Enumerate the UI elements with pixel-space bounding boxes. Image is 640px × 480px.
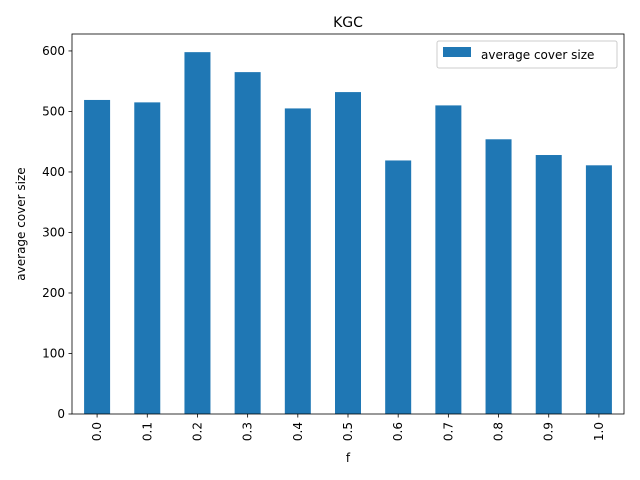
y-tick-label: 200: [42, 286, 65, 300]
bar-0.0: [84, 99, 111, 414]
bar-0.2: [184, 52, 211, 415]
x-axis: 0.0 0.1 0.2 0.3 0.4 0.5 0.6 0.7 0.8 0.9 1.0: [90, 414, 606, 441]
bar-group: [84, 52, 612, 415]
bar-0.6: [385, 160, 412, 414]
plot-frame: [71, 33, 625, 415]
y-tick-label: 500: [42, 104, 65, 118]
x-axis-label: f: [346, 451, 351, 465]
y-axis-label: average cover size: [14, 167, 28, 280]
legend-label: average cover size: [481, 48, 594, 62]
bar-0.7: [435, 105, 462, 414]
x-tick-label: 0.7: [441, 422, 455, 441]
y-tick-label: 400: [42, 165, 65, 179]
chart-title: KGC: [333, 15, 363, 31]
bar-0.9: [535, 155, 562, 414]
x-tick-label: 0.6: [391, 422, 405, 441]
y-tick-label: 600: [42, 44, 65, 58]
bar-0.4: [284, 108, 311, 414]
legend-box: [436, 40, 618, 69]
bar-1.0: [585, 165, 612, 414]
x-tick-label: 0.1: [140, 422, 154, 441]
legend: average cover size: [436, 40, 618, 69]
bar-0.8: [485, 139, 512, 414]
y-tick-label: 100: [42, 346, 65, 360]
y-axis: 0 100 200 300 400 500 600: [42, 44, 72, 421]
y-tick-label: 0: [57, 407, 65, 421]
x-tick-label: 0.8: [492, 422, 506, 441]
x-tick-label: 0.3: [241, 422, 255, 441]
bar-0.1: [134, 102, 161, 414]
x-tick-label: 0.0: [90, 422, 104, 441]
x-tick-label: 0.4: [291, 422, 305, 441]
x-tick-label: 0.5: [341, 422, 355, 441]
bar-0.5: [335, 92, 361, 414]
x-tick-label: 1.0: [592, 422, 606, 441]
x-tick-label: 0.2: [190, 422, 204, 441]
legend-swatch: [443, 47, 471, 57]
y-tick-label: 300: [42, 225, 65, 239]
x-tick-label: 0.9: [542, 422, 556, 441]
bar-0.3: [234, 72, 261, 414]
